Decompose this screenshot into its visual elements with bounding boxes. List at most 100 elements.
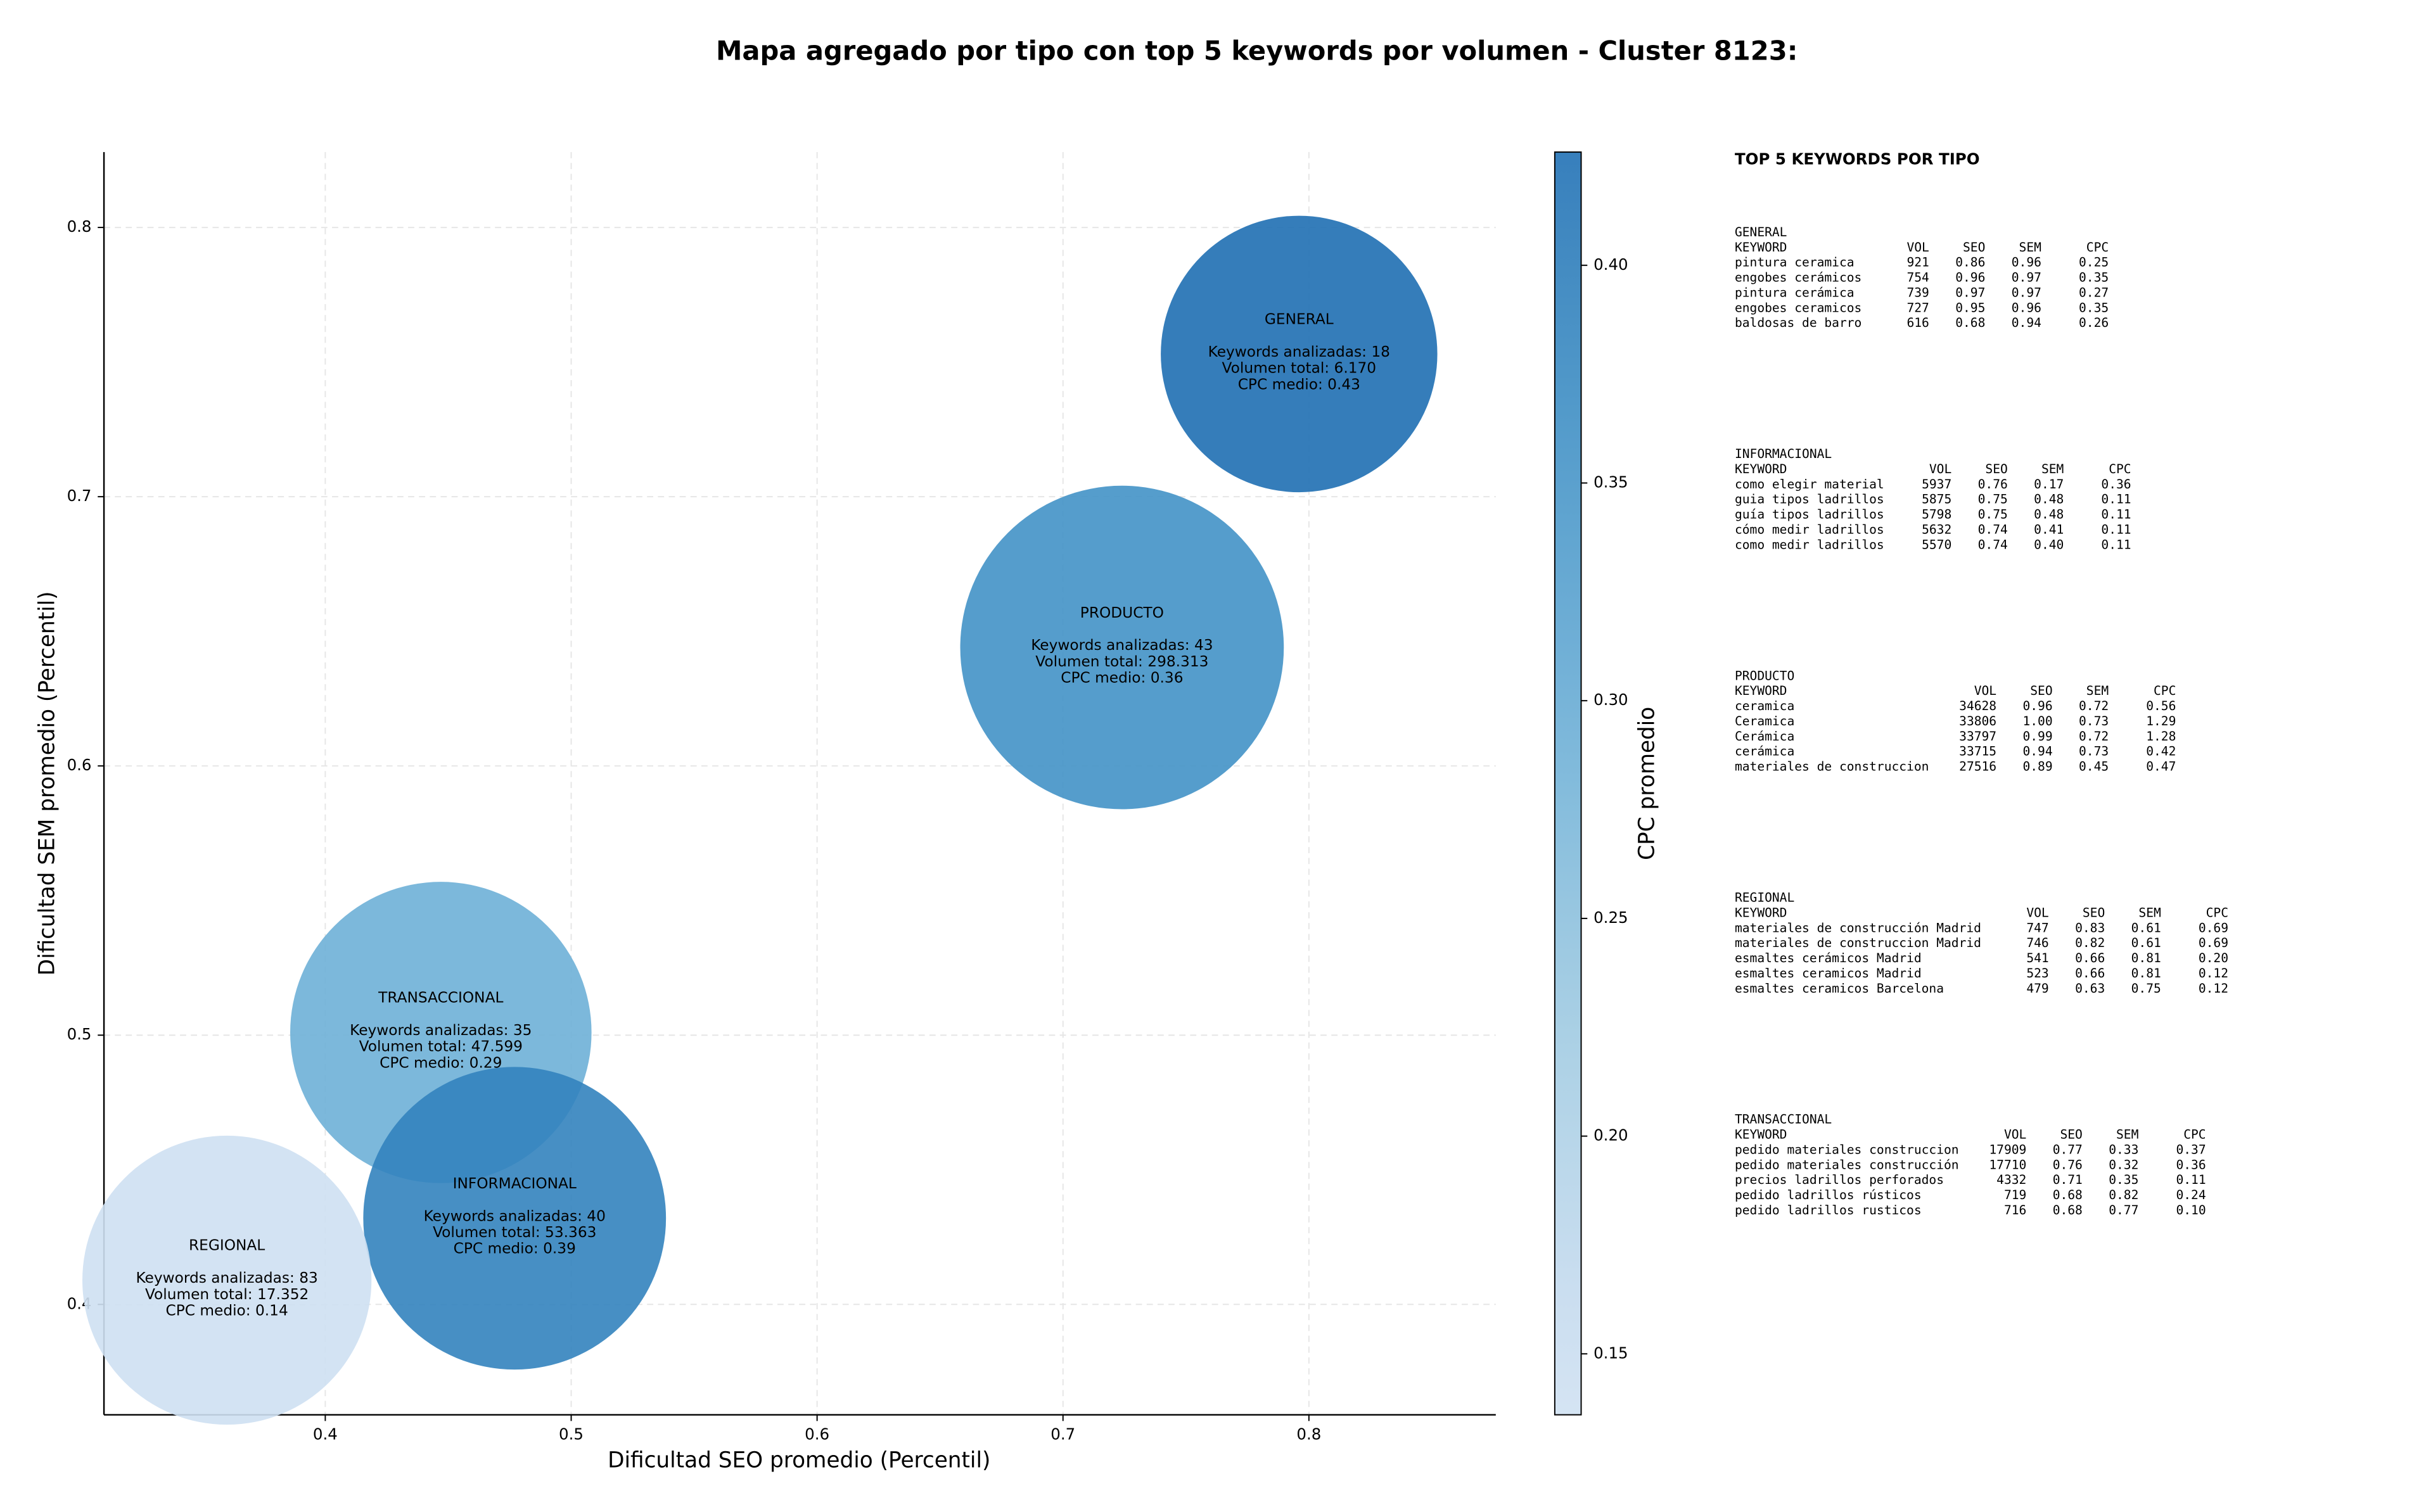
table-cell: 0.48 — [2034, 492, 2064, 507]
section-title: TRANSACCIONAL — [1735, 1112, 1832, 1127]
column-header: KEYWORD — [1735, 240, 1787, 255]
table-cell: 0.96 — [1955, 270, 1985, 285]
table-cell: 0.71 — [2053, 1172, 2083, 1187]
table-cell: 0.61 — [2131, 936, 2161, 950]
table-cell: como medir ladrillos — [1735, 537, 1884, 552]
table-cell: 0.74 — [1978, 537, 2008, 552]
table-cell: 0.45 — [2079, 759, 2109, 774]
bubble-label: Keywords analizadas: 18 — [1208, 343, 1390, 360]
table-cell: 754 — [1906, 270, 1929, 285]
table-cell: 0.75 — [2131, 981, 2161, 996]
table-cell: 0.99 — [2022, 729, 2052, 744]
colorbar — [1554, 151, 1582, 1416]
table-cell: pedido materiales construcción — [1735, 1157, 1959, 1172]
table-cell: 0.95 — [1955, 300, 1985, 315]
table-cell: Cerámica — [1735, 729, 1794, 744]
y-tick-label: 0.5 — [67, 1025, 92, 1043]
table-cell: 27516 — [1959, 759, 1996, 774]
table-cell: 0.17 — [2034, 477, 2064, 492]
table-cell: 0.76 — [2053, 1157, 2083, 1172]
x-tick-label: 0.5 — [559, 1425, 584, 1443]
table-cell: materiales de construccion Madrid — [1735, 936, 1981, 950]
y-tick-label: 0.7 — [67, 486, 92, 505]
x-tick-label: 0.6 — [805, 1425, 829, 1443]
column-header: CPC — [2154, 683, 2176, 698]
table-cell: 0.61 — [2131, 920, 2161, 935]
table-cell: 0.94 — [2012, 315, 2041, 330]
table-cell: 0.35 — [2079, 270, 2109, 285]
table-cell: 5875 — [1922, 492, 1951, 507]
chart-title: Mapa agregado por tipo con top 5 keyword… — [716, 35, 1798, 66]
table-cell: 0.40 — [2034, 537, 2064, 552]
table-cell: 0.20 — [2199, 951, 2228, 965]
table-cell: 541 — [2026, 951, 2048, 965]
table-cell: 0.68 — [2053, 1203, 2083, 1217]
colorbar-tick-label: 0.20 — [1593, 1126, 1628, 1145]
table-cell: 0.89 — [2022, 759, 2052, 774]
table-cell: 0.82 — [2109, 1188, 2138, 1202]
table-cell: 0.68 — [2053, 1188, 2083, 1202]
section-title: REGIONAL — [1735, 891, 1794, 905]
x-tick-label: 0.8 — [1296, 1425, 1321, 1443]
table-cell: cómo medir ladrillos — [1735, 523, 1884, 537]
table-cell: 0.32 — [2109, 1157, 2138, 1172]
table-cell: 0.63 — [2075, 981, 2105, 996]
bubble — [363, 1067, 667, 1370]
column-header: VOL — [2026, 905, 2048, 920]
table-cell: 0.26 — [2079, 315, 2109, 330]
table-cell: 0.37 — [2176, 1142, 2206, 1157]
table-cell: 0.96 — [2022, 699, 2052, 713]
table-cell: 0.75 — [1978, 507, 2008, 522]
table-cell: 5632 — [1922, 523, 1951, 537]
column-header: CPC — [2109, 462, 2131, 476]
table-cell: pedido ladrillos rústicos — [1735, 1188, 1922, 1202]
column-header: VOL — [1906, 240, 1929, 255]
column-header: SEO — [2060, 1128, 2082, 1142]
table-cell: 0.36 — [2176, 1157, 2206, 1172]
table-cell: 0.96 — [2012, 300, 2041, 315]
table-cell: 0.42 — [2146, 744, 2176, 759]
table-cell: 0.66 — [2075, 966, 2105, 981]
table-cell: 0.33 — [2109, 1142, 2138, 1157]
bubble-label: CPC medio: 0.36 — [1061, 670, 1183, 687]
bubble-label: CPC medio: 0.39 — [454, 1240, 576, 1257]
table-cell: 0.11 — [2101, 537, 2131, 552]
column-header: SEM — [2086, 683, 2109, 698]
table-cell: 5798 — [1922, 507, 1951, 522]
x-axis-label: Dificultad SEO promedio (Percentil) — [608, 1448, 990, 1473]
table-cell: 0.86 — [1955, 255, 1985, 270]
table-cell: 0.73 — [2079, 714, 2109, 728]
bubble-label: Volumen total: 6.170 — [1222, 360, 1377, 377]
table-cell: 0.66 — [2075, 951, 2105, 965]
table-cell: 0.48 — [2034, 507, 2064, 522]
bubble-label: Volumen total: 17.352 — [145, 1286, 309, 1303]
table-cell: 0.72 — [2079, 699, 2109, 713]
y-tick-label: 0.6 — [67, 756, 92, 774]
table-cell: 17710 — [1989, 1157, 2026, 1172]
table-cell: 479 — [2026, 981, 2048, 996]
table-cell: 0.76 — [1978, 477, 2008, 492]
table-cell: 0.11 — [2176, 1172, 2206, 1187]
section-title: PRODUCTO — [1735, 668, 1794, 683]
table-cell: 4332 — [1996, 1172, 2026, 1187]
column-header: SEM — [2041, 462, 2064, 476]
table-cell: 5570 — [1922, 537, 1951, 552]
table-cell: precios ladrillos perforados — [1735, 1172, 1944, 1187]
table-cell: 5937 — [1922, 477, 1951, 492]
column-header: SEO — [2030, 683, 2052, 698]
column-header: SEM — [2138, 905, 2161, 920]
x-tick-label: 0.7 — [1050, 1425, 1075, 1443]
colorbar-tick-label: 0.30 — [1593, 690, 1628, 709]
table-cell: 0.74 — [1978, 523, 2008, 537]
table-cell: 0.47 — [2146, 759, 2176, 774]
bubble-label: CPC medio: 0.43 — [1238, 376, 1360, 393]
bubble-label: Keywords analizadas: 40 — [424, 1207, 606, 1224]
column-header: KEYWORD — [1735, 1128, 1787, 1142]
bubble-label: CPC medio: 0.14 — [166, 1302, 288, 1319]
y-tick-label: 0.8 — [67, 217, 92, 236]
